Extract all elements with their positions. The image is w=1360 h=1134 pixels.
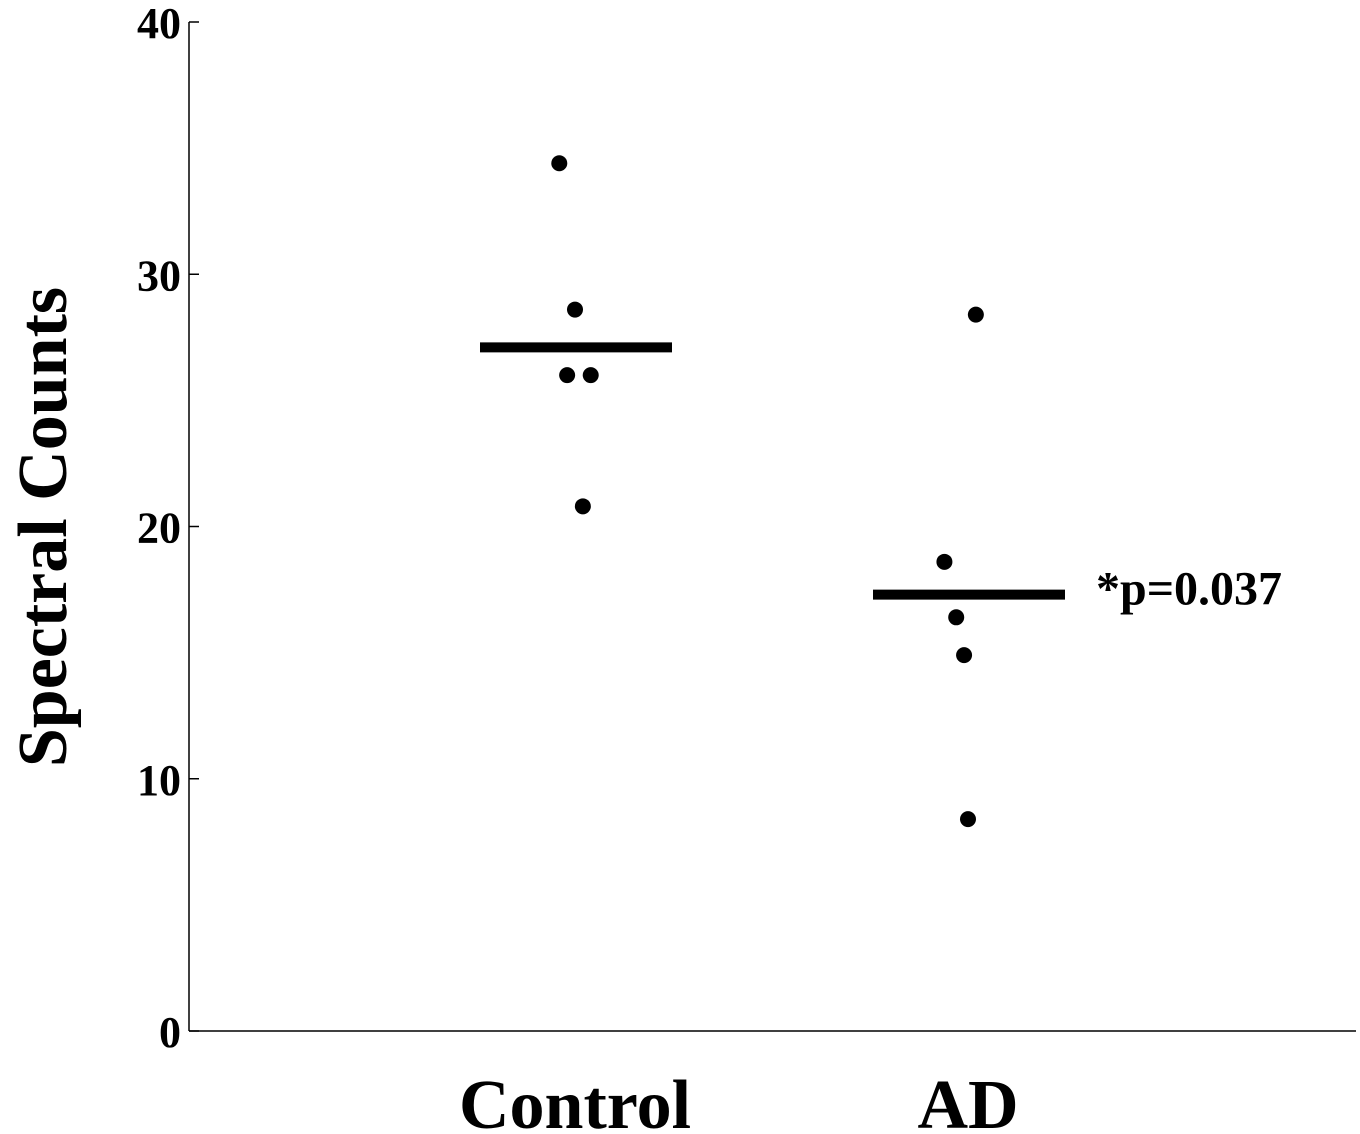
data-point (960, 811, 976, 828)
data-point (559, 367, 576, 384)
y-ticks: 0 10 20 30 40 (137, 0, 199, 1057)
y-tick-label: 30 (137, 251, 181, 300)
data-point (567, 301, 583, 318)
y-tick-label: 10 (137, 756, 181, 805)
y-tick-label: 40 (137, 0, 181, 48)
data-point (582, 367, 599, 384)
y-tick-label: 0 (159, 1008, 181, 1057)
data-point (948, 609, 965, 626)
axes (188, 22, 1356, 1032)
y-tick-label: 20 (137, 504, 181, 553)
y-axis-title: Spectral Counts (5, 287, 82, 767)
category-label: Control (459, 1067, 691, 1134)
category-label: AD (917, 1067, 1018, 1134)
p-value-annotation: *p=0.037 (1096, 563, 1282, 616)
data-point (551, 155, 568, 172)
data-point (574, 498, 591, 515)
data-point (936, 553, 953, 570)
labels: Spectral Counts Control AD *p=0.037 (5, 287, 1282, 1134)
data-point (956, 647, 973, 664)
data-marks (480, 155, 1065, 828)
data-point (967, 306, 984, 323)
